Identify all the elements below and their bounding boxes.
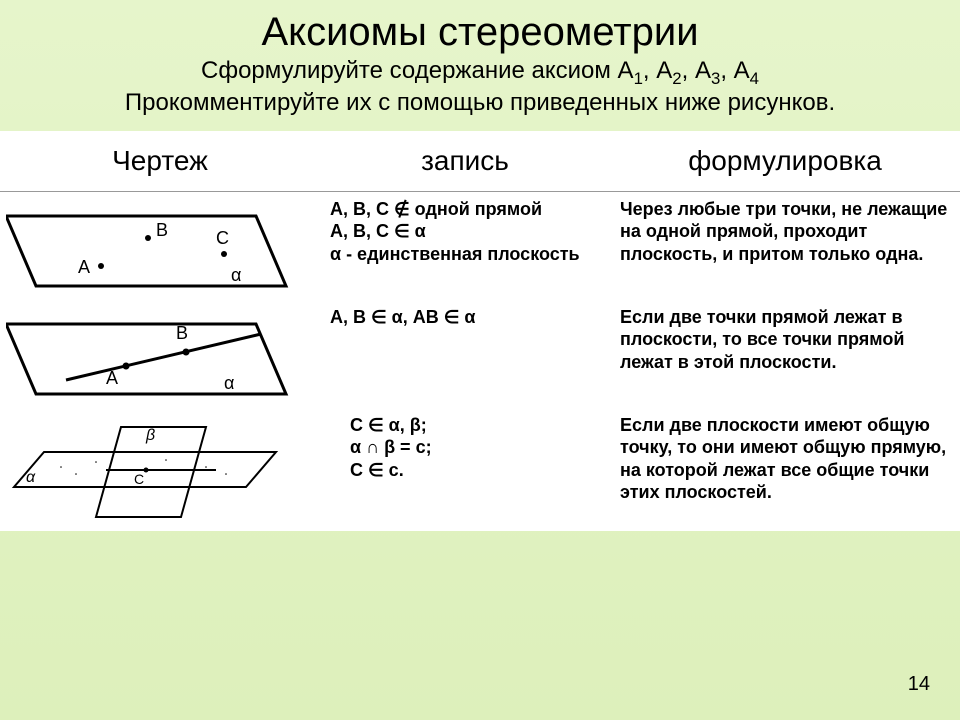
formulation-cell-3: Если две плоскости имеют общую точку, то… — [610, 408, 960, 531]
header-drawing: Чертеж — [0, 131, 320, 192]
svg-text:β: β — [145, 427, 155, 444]
svg-text:В: В — [156, 220, 168, 240]
drawing-cell-1: А В С α — [0, 191, 320, 300]
axioms-table-wrap: Чертеж запись формулировка А В С α А, В,… — [0, 131, 960, 531]
axiom-a4: А4 — [734, 57, 759, 84]
axioms-table: Чертеж запись формулировка А В С α А, В,… — [0, 131, 960, 531]
svg-text:α: α — [231, 265, 241, 285]
svg-text:B: B — [176, 323, 188, 343]
notation-cell-3: С ∈ α, β;α ∩ β = с;С ∈ с. — [320, 408, 610, 531]
svg-text:С: С — [216, 228, 229, 248]
formulation-cell-1: Через любые три точки, не лежащие на одн… — [610, 191, 960, 300]
axiom-a1: А1 — [618, 57, 643, 84]
notation-cell-2: А, В ∈ α, АВ ∈ α — [320, 300, 610, 408]
table-header-row: Чертеж запись формулировка — [0, 131, 960, 192]
svg-text:А: А — [78, 257, 90, 277]
drawing-cell-2: A B α — [0, 300, 320, 408]
diagram-plane-3points: А В С α — [6, 196, 306, 296]
subtitle: Сформулируйте содержание аксиом А1, А2, … — [0, 57, 960, 89]
formulation-cell-2: Если две точки прямой лежат в плоскости,… — [610, 300, 960, 408]
header-notation: запись — [320, 131, 610, 192]
instruction: Прокомментируйте их с помощью приведенны… — [0, 89, 960, 117]
svg-text:C: C — [134, 471, 144, 487]
axiom-a3: А3 — [695, 57, 720, 84]
subtitle-prefix: Сформулируйте содержание аксиом — [201, 57, 618, 84]
table-row: α β C С ∈ α, β;α ∩ β = с;С ∈ с. Если две… — [0, 408, 960, 531]
table-row: A B α А, В ∈ α, АВ ∈ α Если две точки пр… — [0, 300, 960, 408]
axiom-a2: А2 — [656, 57, 681, 84]
svg-text:A: A — [106, 368, 118, 388]
page-number: 14 — [908, 673, 930, 696]
drawing-cell-3: α β C — [0, 408, 320, 531]
notation-cell-1: А, В, С ∉ одной прямойА, В, С ∈ αα - еди… — [320, 191, 610, 300]
diagram-plane-line: A B α — [6, 304, 306, 404]
page-title: Аксиомы стереометрии — [0, 0, 960, 55]
svg-text:α: α — [26, 469, 36, 486]
header-formulation: формулировка — [610, 131, 960, 192]
table-row: А В С α А, В, С ∉ одной прямойА, В, С ∈ … — [0, 191, 960, 300]
svg-text:α: α — [224, 373, 234, 393]
diagram-two-planes: α β C — [6, 412, 306, 527]
